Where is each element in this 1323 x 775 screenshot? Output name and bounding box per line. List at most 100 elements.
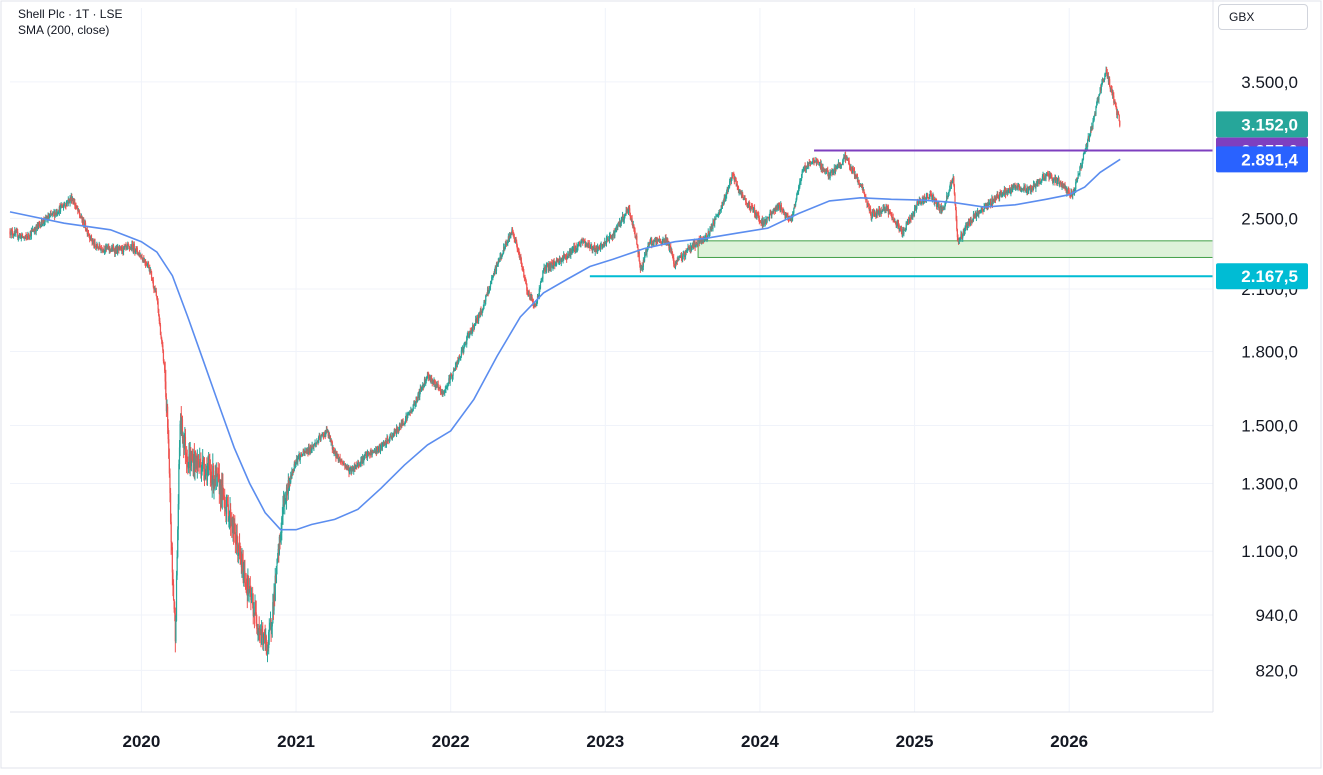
candle-body [71,196,73,201]
candle-body [846,158,848,160]
candle-body [322,433,325,437]
candle-body [74,205,77,207]
candle-body [1043,175,1045,181]
candle-body [999,192,1001,198]
support-zone[interactable] [697,240,1214,258]
candle-body [190,455,192,467]
candle-body [567,254,569,257]
candle-body [747,204,749,207]
candle-body [959,238,961,240]
candle-body [622,215,624,221]
candle-body [502,253,504,255]
candle-body [156,298,159,302]
candle-body [512,231,514,234]
candle-body [749,205,751,208]
candle-body [1026,187,1029,192]
candle-body [906,222,909,224]
candle-body [379,446,382,452]
candle-body [413,403,416,406]
candle-body [651,239,653,245]
candle-body [729,181,731,187]
candle-body [612,234,614,238]
candle-body [445,387,448,389]
candle-body [780,204,782,209]
candle-body [308,446,310,452]
candle-body [1093,115,1095,120]
candle-body [430,378,432,382]
candle-body [244,570,246,584]
currency-button[interactable]: GBX [1218,4,1308,30]
candle-body [751,206,753,208]
candle-body [94,242,96,246]
candle-body [796,193,798,199]
candle-body [378,446,380,453]
candle-body [1014,184,1016,188]
candle-body [968,218,970,223]
candle-body [158,309,160,316]
candle-body [83,219,85,227]
candle-body [982,209,984,211]
candle-body [893,219,895,221]
candle-body [224,499,226,509]
candle-body [962,234,964,239]
candle-body [344,464,346,467]
candle-body [146,264,148,266]
candle-body [812,158,814,162]
candle-body [1075,182,1077,190]
candle-body [91,240,93,242]
candle-body [222,487,225,498]
candle-body [720,209,722,211]
candle-body [946,195,948,201]
candle-body [202,459,204,469]
candle-body [332,447,335,454]
candle-body [657,240,659,242]
candle-body [64,204,66,206]
candle-body [793,204,796,209]
candle-body [853,169,855,171]
candle-body [171,542,173,548]
candle-body [730,179,732,182]
indicator-title[interactable]: SMA (200, close) [18,23,110,37]
candle-body [806,164,809,168]
candle-body [745,201,747,204]
candle-body [476,316,479,321]
candle-body [979,210,981,214]
candle-body [1009,188,1011,193]
candle-body [338,458,340,461]
candle-body [513,236,515,239]
candle-body [717,214,719,216]
candle-body [255,606,257,613]
candle-body [752,208,755,210]
candle-body [218,474,220,494]
candle-body [187,462,190,469]
candle-body [929,194,931,197]
candle-body [1112,93,1114,96]
candle-body [466,335,468,337]
candle-body [1009,192,1011,194]
candle-body [524,277,526,279]
candle-body [1087,140,1089,147]
candle-body [1025,189,1027,193]
candle-body [1045,175,1047,179]
symbol-title[interactable]: Shell Plc · 1T · LSE [18,7,123,21]
candle-body [18,236,20,238]
candle-body [472,325,474,332]
candle-body [950,181,953,186]
candle-body [357,462,360,465]
candle-body [768,214,771,219]
candle-body [1111,88,1113,96]
candle-body [482,309,484,311]
candle-body [608,236,611,241]
horizontal-lines[interactable] [589,149,1213,278]
candle-body [90,235,93,241]
candle-body [161,340,163,346]
candle-body [771,213,774,215]
candle-body [959,238,961,241]
candle-body [179,424,181,448]
time-axis-labels[interactable]: 2020 2021 2022 2023 2024 2025 2026 [123,732,1089,751]
candle-body [769,211,771,215]
last-price-badge-bg [1216,111,1308,138]
candle-body [241,558,243,568]
